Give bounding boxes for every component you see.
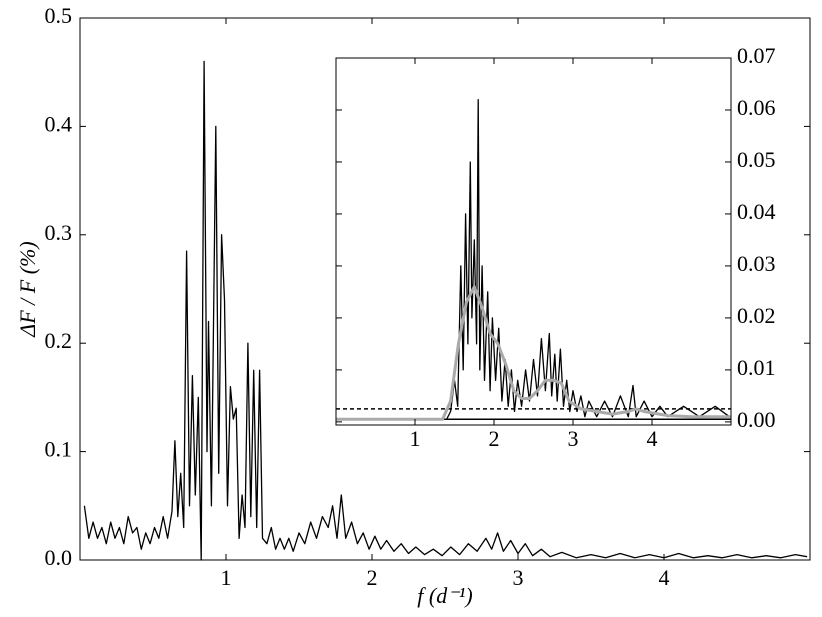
y-tick-label: 0.1 [45, 437, 73, 462]
y-tick-label: 0.02 [737, 303, 776, 328]
x-tick-label: 3 [568, 426, 579, 451]
x-axis-label: f (d⁻¹) [417, 583, 472, 608]
y-tick-label: 0.5 [45, 3, 73, 28]
plot-area [336, 58, 731, 425]
x-tick-label: 1 [221, 565, 232, 590]
data-line [83, 60, 808, 561]
x-tick-label: 3 [513, 565, 524, 590]
y-tick-label: 0.3 [45, 220, 73, 245]
x-tick-label: 4 [659, 565, 670, 590]
x-tick-label: 1 [410, 426, 421, 451]
y-tick-label: 0.03 [737, 251, 776, 276]
y-tick-label: 0.2 [45, 328, 73, 353]
y-tick-label: 0.06 [737, 95, 776, 120]
y-tick-label: 0.07 [737, 43, 776, 68]
x-tick-label: 2 [367, 565, 378, 590]
y-tick-label: 0.0 [45, 545, 73, 570]
x-tick-label: 2 [489, 426, 500, 451]
y-tick-label: 0.04 [737, 199, 776, 224]
y-tick-label: 0.4 [45, 111, 73, 136]
data-line [336, 285, 731, 421]
y-tick-label: 0.05 [737, 147, 776, 172]
plot-frame [79, 17, 811, 561]
plot-frame [335, 57, 732, 426]
y-tick-label: 0.00 [737, 407, 776, 432]
y-tick-label: 0.01 [737, 355, 776, 380]
x-tick-label: 4 [647, 426, 658, 451]
y-axis-label: ΔF / F (%) [15, 241, 40, 337]
